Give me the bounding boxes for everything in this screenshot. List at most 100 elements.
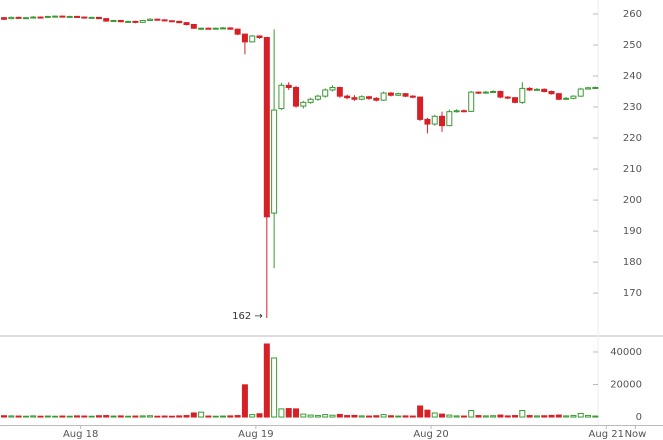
volume-bar (504, 415, 511, 418)
volume-bar (15, 415, 22, 418)
candle-body (417, 96, 424, 120)
volume-bar (322, 414, 329, 418)
candle-body (139, 19, 146, 23)
candle-body (132, 20, 139, 23)
volume-bar (37, 415, 44, 418)
candle-body (519, 87, 526, 103)
volume-bar (132, 415, 139, 418)
volume-bar (526, 415, 533, 418)
candle-body (66, 15, 73, 18)
candle-body (95, 16, 102, 20)
candle-body (256, 35, 263, 39)
candle-body (548, 91, 555, 95)
volume-bar (409, 415, 416, 418)
candle-body (249, 35, 256, 43)
candle-body (117, 19, 124, 23)
volume-bar (336, 413, 343, 418)
x-tick-label: Aug 19 (238, 429, 273, 440)
volume-bar (460, 415, 467, 418)
candle-body (147, 18, 154, 21)
volume-bar (59, 415, 66, 418)
volume-bar (220, 415, 227, 418)
candle-body (468, 91, 475, 112)
y-tick-label: 190 (623, 226, 642, 237)
candle-body (212, 27, 219, 30)
volume-bar (395, 415, 402, 418)
volume-bar (373, 415, 380, 418)
volume-bar (431, 412, 438, 418)
volume-bar (402, 415, 409, 418)
candle-body (1, 17, 8, 20)
candle-body (380, 92, 387, 101)
candle-body (373, 97, 380, 101)
candle-body (44, 15, 51, 18)
y-tick-label: 220 (623, 133, 642, 144)
volume-bar (22, 415, 29, 418)
volume-bar (256, 413, 263, 418)
volume-bar (344, 415, 351, 418)
candle-body (271, 109, 278, 214)
candle-body (88, 16, 95, 19)
volume-bar (234, 415, 241, 418)
candle-body (446, 111, 453, 127)
y-tick-label: 260 (623, 9, 642, 20)
y-tick-label: 200 (623, 195, 642, 206)
volume-bar (190, 412, 197, 418)
candle-body (475, 91, 482, 94)
volume-bar (52, 415, 59, 418)
candle-body (198, 27, 205, 30)
volume-bar (417, 405, 424, 418)
candle-body (52, 15, 59, 18)
volume-bar (497, 414, 504, 418)
x-tick-label: Aug 21 (589, 429, 624, 440)
volume-bar (103, 415, 110, 418)
volume-bar (577, 412, 584, 418)
volume-bar (278, 408, 285, 418)
candle-body (395, 93, 402, 96)
candle-body (344, 95, 351, 99)
candle-body (387, 92, 394, 96)
candle-body (460, 110, 467, 113)
candle-body (504, 96, 511, 99)
candle-body (22, 17, 29, 20)
candle-body (234, 28, 241, 35)
candle-body (15, 16, 22, 19)
volume-bar (168, 415, 175, 418)
volume-bar (227, 415, 234, 418)
volume-bar (205, 415, 212, 418)
volume-bar (1, 415, 8, 418)
volume-bar (468, 410, 475, 418)
candle-body (37, 16, 44, 19)
candle-body (74, 15, 81, 18)
volume-bar (519, 410, 526, 418)
candle-body (263, 37, 270, 218)
volume-bar (44, 415, 51, 418)
x-tick-label: Now (625, 429, 647, 440)
volume-bar (512, 415, 519, 418)
volume-bar (482, 415, 489, 418)
candle-body (314, 95, 321, 100)
volume-bar (380, 414, 387, 418)
candle-body (563, 97, 570, 100)
x-tick-label: Aug 18 (63, 429, 98, 440)
candle-body (497, 91, 504, 98)
candle-body (541, 88, 548, 93)
volume-bar (161, 415, 168, 418)
candle-body (81, 16, 88, 19)
candle-body (402, 93, 409, 97)
candle-body (482, 91, 489, 94)
candle-body (8, 16, 15, 20)
volume-bar (366, 415, 373, 418)
candle-body (526, 87, 533, 91)
volume-bar (541, 415, 548, 418)
candle-body (220, 27, 227, 30)
candle-body (110, 19, 117, 22)
volume-bar (212, 415, 219, 418)
candle-body (278, 84, 285, 110)
volume-bar (490, 415, 497, 418)
candle-body (59, 15, 66, 18)
candle-body (285, 84, 292, 88)
volume-bar (563, 415, 570, 418)
volume-bar (314, 415, 321, 418)
